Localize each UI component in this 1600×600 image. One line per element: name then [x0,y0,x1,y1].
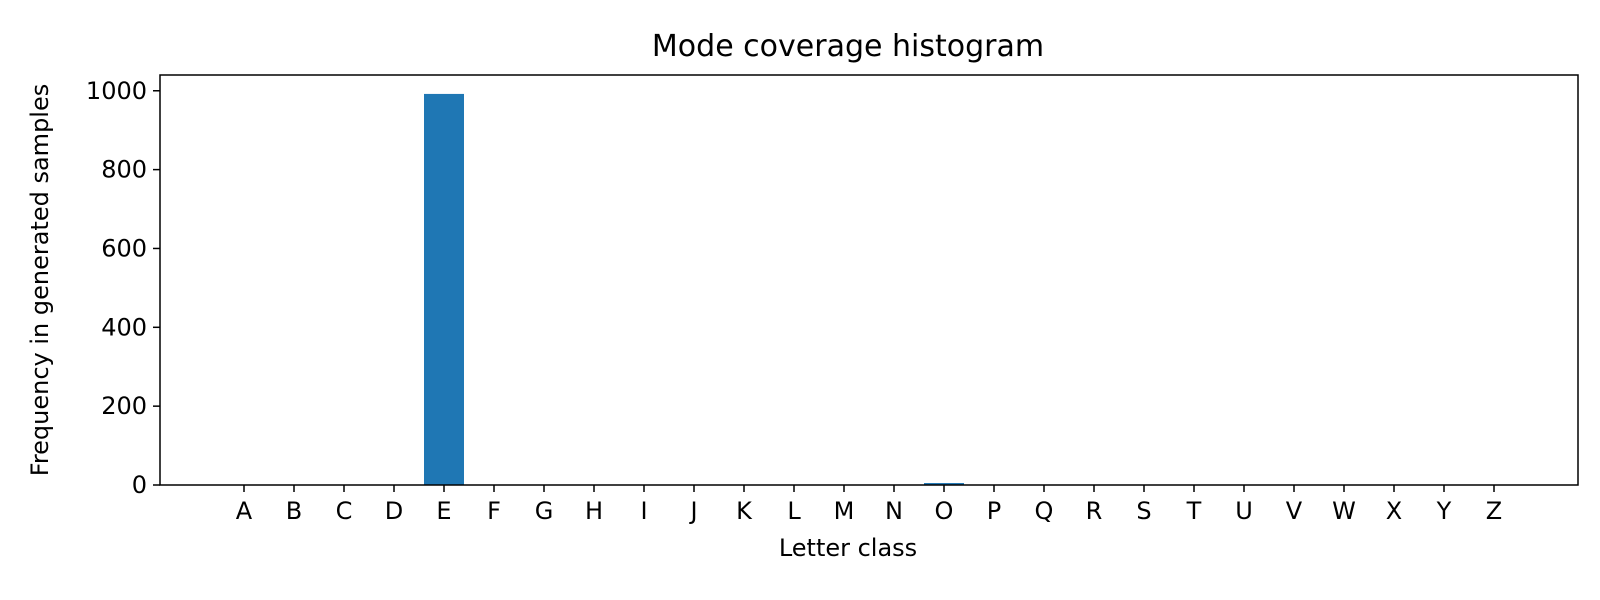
x-tick-label-T: T [1186,497,1202,525]
x-tick-label-J: J [688,497,697,525]
x-tick-label-S: S [1136,497,1151,525]
y-tick-label-200: 200 [101,392,147,420]
chart-title: Mode coverage histogram [652,29,1044,64]
x-tick-label-Y: Y [1436,497,1452,525]
x-tick-label-N: N [885,497,903,525]
bar-E [424,93,464,485]
x-tick-label-H: H [585,497,603,525]
x-tick-label-E: E [436,497,451,525]
x-tick-label-R: R [1086,497,1103,525]
x-tick-label-G: G [535,497,554,525]
x-axis-label: Letter class [779,534,917,562]
x-tick-label-V: V [1286,497,1303,525]
x-tick-label-F: F [487,497,501,525]
x-tick-label-Q: Q [1035,497,1054,525]
x-tick-label-D: D [385,497,403,525]
x-tick-label-M: M [834,497,855,525]
y-axis-ticks: 0 200 400 600 800 1000 [86,77,160,499]
x-tick-label-Z: Z [1486,497,1502,525]
x-tick-label-I: I [640,497,647,525]
x-tick-label-X: X [1386,497,1402,525]
x-tick-label-P: P [987,497,1001,525]
x-tick-label-B: B [286,497,302,525]
x-axis-ticks: A B C D E F G H I J K L M N O P Q R S T U V W X Y Z [236,485,1502,525]
y-tick-label-400: 400 [101,313,147,341]
x-tick-label-C: C [336,497,353,525]
x-tick-label-K: K [736,497,753,525]
x-tick-label-O: O [935,497,954,525]
x-tick-label-U: U [1235,497,1253,525]
y-axis-label: Frequency in generated samples [26,84,54,476]
y-tick-label-1000: 1000 [86,77,147,105]
plot-frame [159,74,1579,486]
x-tick-label-W: W [1332,497,1356,525]
bar-series [424,93,964,485]
x-tick-label-L: L [787,497,801,525]
bar-O [924,483,964,485]
y-tick-label-0: 0 [132,471,147,499]
x-tick-label-A: A [236,497,253,525]
y-tick-label-600: 600 [101,234,147,262]
y-tick-label-800: 800 [101,156,147,184]
